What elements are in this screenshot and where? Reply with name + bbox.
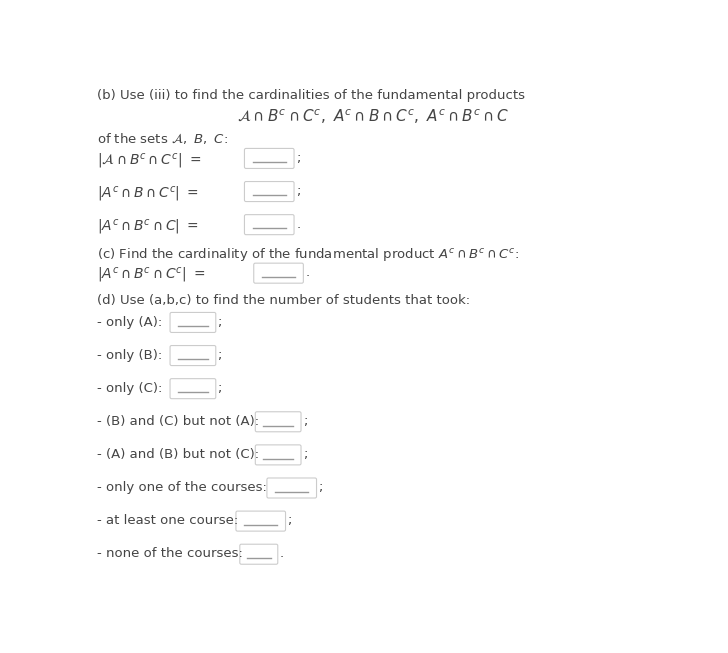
FancyBboxPatch shape — [245, 182, 294, 202]
Text: ;: ; — [218, 349, 222, 362]
Text: - (B) and (C) but not (A):: - (B) and (C) but not (A): — [98, 415, 259, 428]
FancyBboxPatch shape — [245, 148, 294, 168]
Text: (d) Use (a,b,c) to find the number of students that took:: (d) Use (a,b,c) to find the number of st… — [98, 294, 470, 307]
Text: - at least one course:: - at least one course: — [98, 514, 239, 527]
FancyBboxPatch shape — [170, 345, 215, 366]
Text: of the sets $\mathcal{A},\ B,\ C$:: of the sets $\mathcal{A},\ B,\ C$: — [98, 131, 228, 146]
Text: ;: ; — [303, 448, 307, 461]
Text: - (A) and (B) but not (C):: - (A) and (B) but not (C): — [98, 448, 259, 461]
Text: ;: ; — [287, 514, 291, 527]
Text: $\mathcal{A}\cap B^c\cap C^c,\ A^c\cap B\cap C^c,\ A^c\cap B^c\cap C$: $\mathcal{A}\cap B^c\cap C^c,\ A^c\cap B… — [237, 108, 509, 126]
Text: ;: ; — [218, 315, 222, 328]
Text: - only one of the courses:: - only one of the courses: — [98, 481, 267, 494]
Text: - none of the courses:: - none of the courses: — [98, 547, 243, 560]
FancyBboxPatch shape — [170, 379, 215, 399]
FancyBboxPatch shape — [256, 412, 301, 432]
Text: - only (A):: - only (A): — [98, 315, 162, 328]
Text: $|A^c\cap B^c\cap C|\ =$: $|A^c\cap B^c\cap C|\ =$ — [98, 217, 199, 237]
Text: - only (C):: - only (C): — [98, 382, 162, 395]
Text: $|A^c\cap B^c\cap C^c|\ =$: $|A^c\cap B^c\cap C^c|\ =$ — [98, 266, 206, 285]
Text: ;: ; — [296, 185, 301, 198]
Text: (c) Find the cardinality of the fundamental product $A^c\cap B^c\cap C^c$:: (c) Find the cardinality of the fundamen… — [98, 246, 519, 263]
Text: .: . — [280, 547, 283, 560]
Text: $|\mathcal{A}\cap B^c\cap C^c|\ =$: $|\mathcal{A}\cap B^c\cap C^c|\ =$ — [98, 151, 202, 170]
Text: ;: ; — [296, 151, 301, 165]
FancyBboxPatch shape — [240, 544, 278, 564]
FancyBboxPatch shape — [256, 445, 301, 465]
FancyBboxPatch shape — [267, 478, 317, 498]
FancyBboxPatch shape — [170, 312, 215, 332]
Text: ;: ; — [318, 481, 323, 494]
FancyBboxPatch shape — [236, 511, 285, 531]
FancyBboxPatch shape — [254, 263, 304, 283]
FancyBboxPatch shape — [245, 215, 294, 234]
Text: ;: ; — [303, 415, 307, 428]
Text: (b) Use (iii) to find the cardinalities of the fundamental products: (b) Use (iii) to find the cardinalities … — [98, 89, 525, 102]
Text: - only (B):: - only (B): — [98, 349, 162, 362]
Text: .: . — [296, 217, 301, 231]
Text: $|A^c\cap B\cap C^c|\ =$: $|A^c\cap B\cap C^c|\ =$ — [98, 185, 199, 204]
Text: ;: ; — [218, 382, 222, 395]
Text: .: . — [306, 266, 310, 279]
